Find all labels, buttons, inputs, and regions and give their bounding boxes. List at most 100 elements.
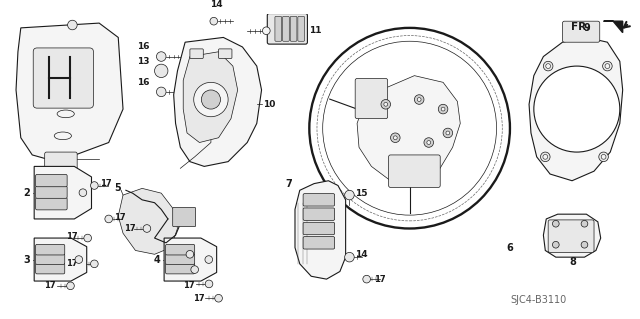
Circle shape: [394, 136, 397, 140]
Circle shape: [345, 190, 354, 200]
FancyBboxPatch shape: [166, 263, 195, 274]
Polygon shape: [16, 23, 123, 162]
Circle shape: [90, 182, 98, 189]
FancyBboxPatch shape: [36, 254, 65, 264]
Text: 16: 16: [137, 78, 150, 87]
Circle shape: [601, 154, 606, 159]
Circle shape: [191, 266, 198, 273]
FancyBboxPatch shape: [219, 49, 232, 58]
Polygon shape: [34, 167, 92, 219]
FancyBboxPatch shape: [290, 16, 297, 41]
Text: 1: 1: [69, 190, 76, 200]
Text: 14: 14: [355, 250, 368, 259]
Text: 14: 14: [211, 0, 223, 9]
Text: 17: 17: [124, 224, 136, 233]
Circle shape: [345, 252, 354, 262]
FancyBboxPatch shape: [563, 21, 600, 42]
FancyBboxPatch shape: [355, 78, 388, 119]
Circle shape: [186, 250, 194, 258]
Text: 17: 17: [67, 259, 78, 268]
Circle shape: [84, 234, 92, 242]
FancyBboxPatch shape: [298, 16, 305, 41]
FancyBboxPatch shape: [36, 174, 67, 187]
Text: 11: 11: [309, 26, 322, 35]
Text: 17: 17: [45, 281, 56, 290]
Circle shape: [381, 100, 390, 109]
Circle shape: [599, 152, 609, 162]
Text: 6: 6: [507, 243, 513, 253]
Circle shape: [534, 66, 620, 152]
Circle shape: [541, 152, 550, 162]
Ellipse shape: [57, 110, 74, 118]
Circle shape: [552, 241, 559, 248]
Text: 17: 17: [115, 212, 126, 221]
Circle shape: [552, 220, 559, 227]
Circle shape: [67, 282, 74, 290]
FancyBboxPatch shape: [548, 220, 594, 252]
FancyBboxPatch shape: [275, 16, 282, 41]
Circle shape: [105, 215, 113, 223]
Circle shape: [262, 27, 270, 34]
Circle shape: [143, 225, 151, 232]
Circle shape: [543, 61, 553, 71]
Polygon shape: [604, 21, 623, 33]
FancyBboxPatch shape: [166, 244, 195, 255]
Circle shape: [446, 131, 450, 135]
Text: 3: 3: [24, 255, 30, 264]
Ellipse shape: [54, 132, 72, 140]
Text: 4: 4: [154, 255, 160, 264]
Text: 17: 17: [374, 275, 386, 284]
Circle shape: [156, 87, 166, 97]
Text: 17: 17: [183, 281, 195, 290]
FancyBboxPatch shape: [268, 13, 307, 44]
FancyBboxPatch shape: [388, 155, 440, 188]
Circle shape: [79, 189, 87, 197]
Text: 17: 17: [100, 179, 112, 188]
Text: SJC4-B3110: SJC4-B3110: [510, 295, 566, 305]
FancyBboxPatch shape: [36, 263, 65, 274]
FancyBboxPatch shape: [173, 207, 196, 226]
Circle shape: [68, 20, 77, 30]
Circle shape: [156, 52, 166, 61]
Circle shape: [415, 95, 424, 104]
FancyBboxPatch shape: [303, 222, 335, 235]
Circle shape: [441, 107, 445, 111]
Circle shape: [603, 61, 612, 71]
FancyBboxPatch shape: [45, 152, 77, 170]
Text: 9: 9: [583, 23, 589, 33]
Polygon shape: [118, 189, 177, 254]
FancyBboxPatch shape: [303, 194, 335, 206]
FancyBboxPatch shape: [36, 186, 67, 198]
Circle shape: [363, 275, 371, 283]
Polygon shape: [164, 238, 217, 281]
Polygon shape: [529, 37, 623, 181]
Text: FR.: FR.: [571, 22, 590, 32]
FancyBboxPatch shape: [33, 48, 93, 108]
Text: 17: 17: [67, 232, 78, 241]
Polygon shape: [543, 214, 601, 257]
Text: 17: 17: [169, 265, 180, 274]
Text: 5: 5: [115, 183, 121, 193]
Circle shape: [581, 220, 588, 227]
Circle shape: [75, 256, 83, 263]
Circle shape: [443, 128, 452, 138]
Circle shape: [427, 141, 431, 145]
Circle shape: [546, 64, 550, 69]
Circle shape: [384, 102, 388, 106]
FancyBboxPatch shape: [190, 49, 204, 58]
FancyBboxPatch shape: [303, 208, 335, 220]
Text: 17: 17: [166, 250, 177, 259]
Circle shape: [210, 17, 218, 25]
Circle shape: [215, 294, 222, 302]
Text: 2: 2: [24, 188, 30, 198]
Polygon shape: [295, 181, 346, 279]
Circle shape: [417, 98, 421, 101]
Text: 7: 7: [285, 179, 292, 189]
Text: 15: 15: [355, 189, 367, 198]
Polygon shape: [34, 238, 87, 281]
Circle shape: [194, 82, 228, 117]
Polygon shape: [357, 76, 460, 184]
Circle shape: [581, 241, 588, 248]
Text: 10: 10: [264, 100, 276, 109]
Polygon shape: [173, 37, 262, 167]
